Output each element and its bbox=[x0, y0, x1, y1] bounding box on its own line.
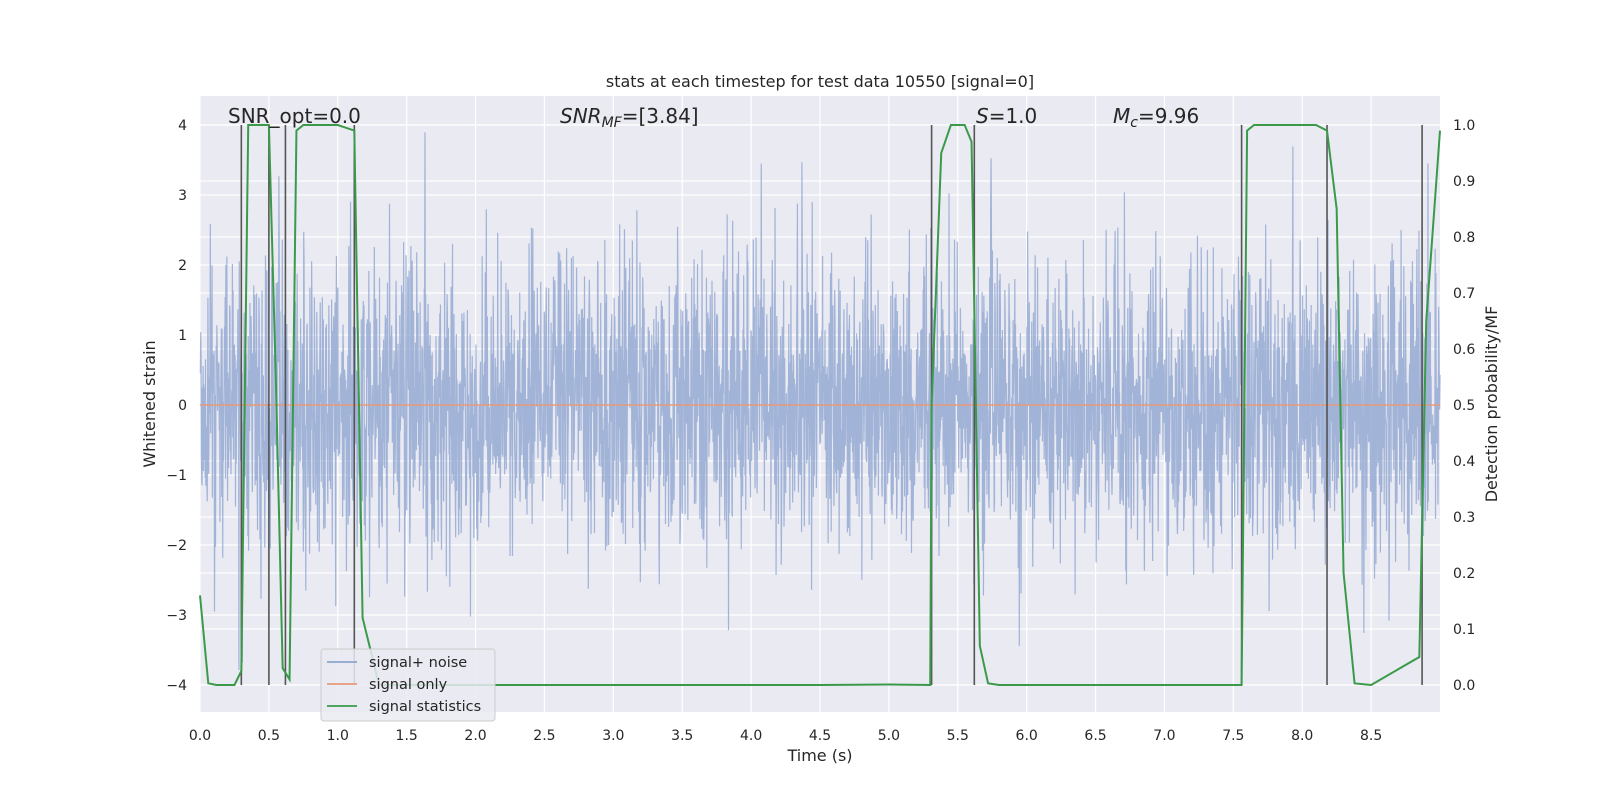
snr-mf-value: =[3.84] bbox=[622, 104, 699, 128]
x-tick-label-9: 4.5 bbox=[809, 728, 831, 744]
x-tick-label-3: 1.5 bbox=[396, 728, 418, 744]
x-tick-label-11: 5.5 bbox=[947, 728, 969, 744]
legend-label-noise: signal+ noise bbox=[369, 655, 467, 671]
x-tick-label-0: 0.0 bbox=[189, 728, 211, 744]
x-tick-label-12: 6.0 bbox=[1016, 728, 1038, 744]
annotation-mc: Mc=9.96 bbox=[1113, 104, 1199, 131]
x-tick-label-15: 7.5 bbox=[1222, 728, 1244, 744]
y-left-tick-label-7: −3 bbox=[166, 608, 187, 624]
y-left-tick-label-0: 4 bbox=[178, 118, 187, 134]
y-right-tick-label-10: 0.0 bbox=[1453, 678, 1475, 694]
legend: signal+ noise signal only signal statist… bbox=[320, 648, 496, 722]
x-axis-label: Time (s) bbox=[786, 746, 852, 765]
x-tick-label-16: 8.0 bbox=[1291, 728, 1313, 744]
signal-statistics-line bbox=[199, 124, 1441, 687]
x-tick-label-13: 6.5 bbox=[1084, 728, 1106, 744]
y-left-tick-label-6: −2 bbox=[166, 538, 187, 554]
y-right-tick-label-2: 0.8 bbox=[1453, 230, 1475, 246]
y-right-tick-label-4: 0.6 bbox=[1453, 342, 1475, 358]
y-right-tick-label-1: 0.9 bbox=[1453, 174, 1475, 190]
x-tick-label-7: 3.5 bbox=[671, 728, 693, 744]
y-right-tick-label-6: 0.4 bbox=[1453, 454, 1475, 470]
y-right-tick-label-7: 0.3 bbox=[1453, 510, 1475, 526]
s-value: =1.0 bbox=[989, 104, 1038, 128]
x-tick-label-2: 1.0 bbox=[327, 728, 349, 744]
ticks: 0.0 0.5 1.0 1.5 2.0 2.5 3.0 3.5 4.0 4.5 5.0 5.5 6.0 6… bbox=[166, 118, 1475, 744]
x-tick-label-8: 4.0 bbox=[740, 728, 762, 744]
s-label: S bbox=[976, 104, 989, 128]
y-right-tick-label-8: 0.2 bbox=[1453, 566, 1475, 582]
legend-label-statistics: signal statistics bbox=[369, 699, 481, 715]
mc-label: M bbox=[1113, 104, 1130, 128]
y-left-tick-label-3: 1 bbox=[178, 328, 187, 344]
x-tick-label-17: 8.5 bbox=[1360, 728, 1382, 744]
y-right-tick-label-9: 0.1 bbox=[1453, 622, 1475, 638]
y-left-tick-label-4: 0 bbox=[178, 398, 187, 414]
x-tick-label-10: 5.0 bbox=[878, 728, 900, 744]
signal-statistics-series bbox=[199, 124, 1441, 687]
y-right-tick-label-5: 0.5 bbox=[1453, 398, 1475, 414]
y-axis-label-right: Detection probability/MF bbox=[1482, 306, 1501, 503]
y-left-tick-label-1: 3 bbox=[178, 188, 187, 204]
noise-line bbox=[199, 132, 1441, 670]
annotation-snr-opt: SNR_opt=0.0 bbox=[228, 104, 361, 128]
mc-sub: c bbox=[1130, 115, 1138, 131]
x-tick-label-1: 0.5 bbox=[258, 728, 280, 744]
y-left-tick-label-2: 2 bbox=[178, 258, 187, 274]
y-left-tick-label-5: −1 bbox=[166, 468, 187, 484]
x-tick-label-5: 2.5 bbox=[533, 728, 555, 744]
y-right-tick-label-0: 1.0 bbox=[1453, 118, 1475, 134]
legend-box bbox=[320, 648, 496, 722]
y-right-tick-label-3: 0.7 bbox=[1453, 286, 1475, 302]
y-left-tick-label-8: −4 bbox=[166, 678, 187, 694]
snr-mf-label: SNR bbox=[560, 104, 602, 128]
x-tick-label-6: 3.0 bbox=[602, 728, 624, 744]
x-tick-label-14: 7.0 bbox=[1153, 728, 1175, 744]
signal-noise-series bbox=[199, 132, 1441, 670]
chart-title: stats at each timestep for test data 105… bbox=[606, 72, 1034, 91]
legend-label-signal-only: signal only bbox=[369, 677, 448, 693]
snr-mf-sub: MF bbox=[602, 115, 623, 131]
y-axis-label-left: Whitened strain bbox=[140, 340, 159, 467]
x-tick-label-4: 2.0 bbox=[464, 728, 486, 744]
mc-value: =9.96 bbox=[1138, 104, 1199, 128]
annotation-s: S=1.0 bbox=[976, 104, 1037, 128]
annotation-snr-mf: SNRMF=[3.84] bbox=[560, 104, 699, 131]
